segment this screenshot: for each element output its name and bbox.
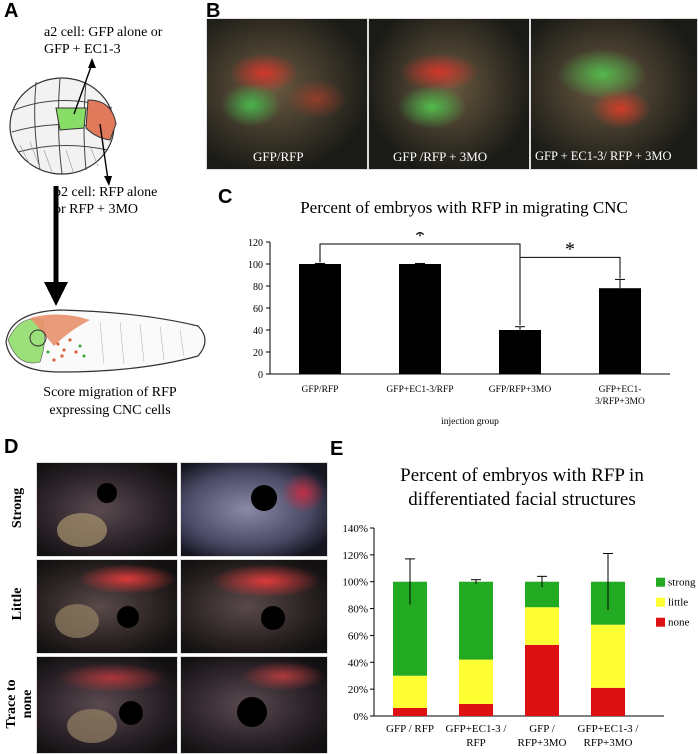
legend-swatch-little [656,597,665,607]
legend-swatch-none [656,617,665,627]
bar-segment-none [525,644,559,716]
bar-segment-none [459,703,493,716]
chart-e: 0% 20% 40% 60% 80% 100% 120% 140% GFP / RFP GFP+E… [342,523,696,749]
photo-trace-2 [180,656,328,754]
y-tick-label: 140% [342,523,368,535]
row-label-little: Little [10,587,25,621]
bar-segment-little [525,607,559,645]
photo-gfp-rfp-3mo: GFP /RFP + 3MO [368,18,530,170]
y-tick-label: 120% [342,550,368,562]
early-embryo-drawing [9,77,117,175]
panel-letter-a: A [4,0,19,22]
bar-segment-little [591,624,625,688]
significance-star: * [565,238,575,260]
significance-star: * [415,232,425,247]
row-label-trace-to-none: Trace to none [4,679,35,729]
x-tick-label: GFP+EC1-3 / [446,723,508,735]
chart-c: 0 20 40 60 80 100 120 GFP/RFP GFP+EC1-3/RFP GFP/R… [248,232,670,427]
bar [499,330,541,374]
legend-label: little [668,597,688,609]
photo-little-2 [180,559,328,654]
x-tick-label: RFP+3MO [583,737,632,749]
bar [399,264,441,374]
bar-segment-little [393,675,427,708]
x-tick-label: RFP [466,737,486,749]
x-tick-label: 3/RFP+3MO [595,397,645,407]
x-tick-label: RFP+3MO [517,737,566,749]
photo-gfp-rfp: GFP/RFP [206,18,368,170]
photo-label: GFP /RFP + 3MO [393,149,488,164]
y-tick-label: 100% [342,577,368,589]
panel-letter-e: E [330,438,344,460]
photo-label: GFP/RFP [253,149,304,164]
x-tick-label: GFP/RFP [302,385,339,395]
photo-strong-2 [180,462,328,557]
row-label-strong: Strong [10,487,25,529]
y-tick-label: 40 [253,326,263,337]
panel-letter-b: B [206,0,221,22]
x-tick-label: GFP+EC1-3 / [578,723,640,735]
y-tick-label: 40% [348,657,368,669]
photo-little-1 [36,559,178,654]
y-tick-label: 0 [258,370,263,381]
x-tick-label: GFP+EC1- [599,385,642,395]
panel-d-grid [36,462,328,754]
bar-segment-little [459,659,493,704]
y-tick-label: 100 [248,260,263,271]
legend-label: none [668,617,690,629]
significance-bracket [519,256,621,326]
bar-segment-none [591,687,625,716]
y-tick-label: 80 [253,282,263,293]
y-tick-label: 80% [348,604,368,616]
y-tick-label: 60% [348,630,368,642]
photo-label: GFP + EC1-3/ RFP + 3MO [535,149,672,163]
panel-letter-d: D [4,436,19,458]
chart-c-title: Percent of embryos with RFP in migrating… [300,198,628,217]
chart-e-title: Percent of embryos with RFP in different… [400,465,644,510]
photo-strong-1 [36,462,178,557]
tailbud-embryo-drawing [5,309,206,373]
bar [299,264,341,374]
y-tick-label: 20 [253,348,263,359]
legend-swatch-strong [656,577,665,587]
x-axis-label: injection group [441,417,499,427]
panel-a-schematic [5,58,206,373]
panel-letter-c: C [218,186,233,208]
bar-segment-none [393,707,427,716]
b2-cell-label: b2 cell: RFP alone or RFP + 3MO [54,185,158,217]
x-tick-label: GFP / [529,723,556,735]
bar-segment-strong [459,581,493,660]
a2-cell-label: a2 cell: GFP alone or GFP + EC1-3 [44,25,163,57]
y-tick-label: 60 [253,304,263,315]
x-tick-label: GFP+EC1-3/RFP [386,385,453,395]
y-tick-label: 0% [353,711,368,723]
x-tick-label: GFP/RFP+3MO [489,385,552,395]
photo-trace-1 [36,656,178,754]
bar [599,288,641,374]
y-tick-label: 120 [248,238,263,249]
legend-label: strong [668,577,696,589]
score-migration-label: Score migration of RFP expressing CNC ce… [43,385,177,418]
x-tick-label: GFP / RFP [386,723,434,735]
y-tick-label: 20% [348,684,368,696]
photo-gfp-ec13-rfp-3mo: GFP + EC1-3/ RFP + 3MO [530,18,698,170]
